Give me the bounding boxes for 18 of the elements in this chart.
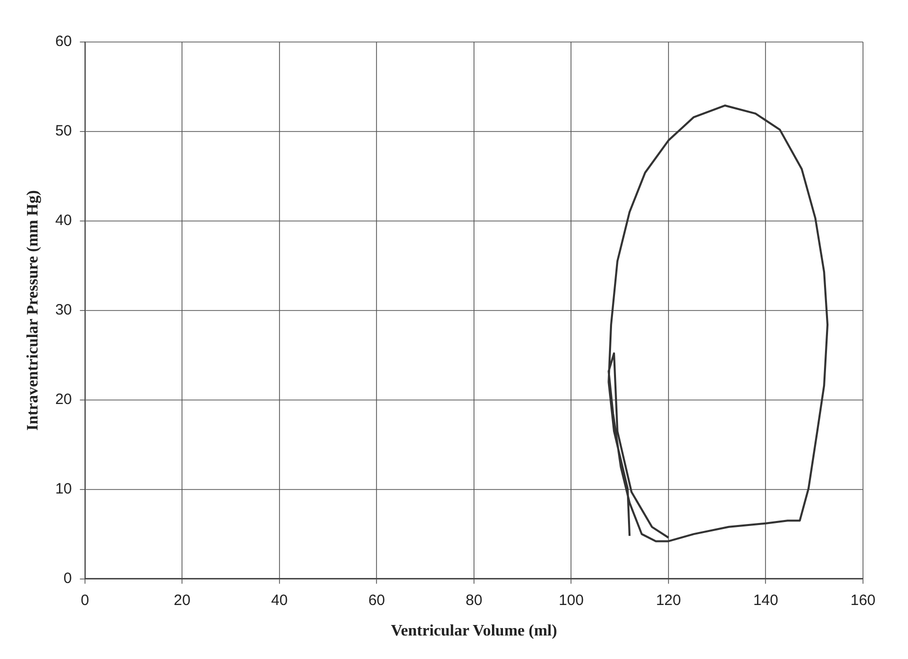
y-tick-label: 10	[55, 480, 72, 498]
x-tick-label: 100	[558, 592, 584, 609]
y-tick-label: 60	[55, 33, 72, 50]
y-tick-label: 40	[55, 212, 72, 230]
x-tick-label: 0	[80, 592, 90, 609]
x-tick-label: 120	[656, 592, 681, 609]
y-tick-label: 30	[55, 302, 72, 319]
y-tick-label: 20	[55, 391, 72, 408]
x-tick-label: 140	[753, 592, 778, 609]
x-tick-label: 20	[174, 592, 190, 609]
x-tick-label: 160	[850, 592, 876, 609]
x-tick-label: 60	[368, 592, 386, 609]
y-axis-title: Intraventricular Pressure (mm Hg)	[24, 190, 42, 431]
x-tick-label: 80	[466, 592, 482, 609]
x-tick-label: 40	[271, 592, 288, 609]
y-tick-label: 0	[64, 570, 72, 587]
y-tick-label: 50	[55, 122, 72, 140]
x-axis-title: Ventricular Volume (ml)	[390, 622, 558, 640]
